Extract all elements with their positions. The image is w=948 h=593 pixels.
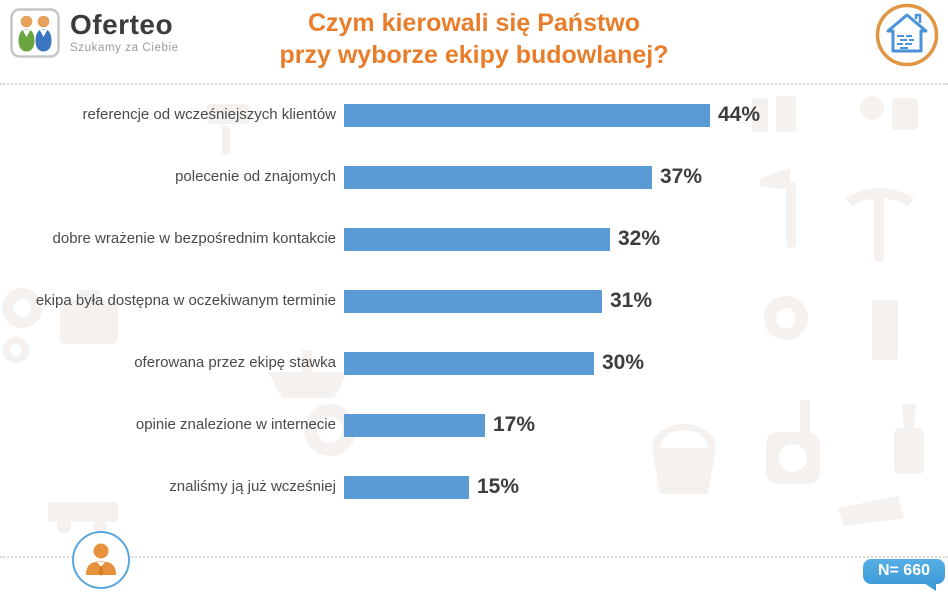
bar-chart: referencje od wcześniejszych klientów 44%… xyxy=(0,84,948,518)
bar-value-label: 31% xyxy=(610,289,653,312)
bar-value-label: 15% xyxy=(477,475,520,498)
page-title-line1: Czym kierowali się Państwo xyxy=(307,9,641,37)
bar xyxy=(344,103,710,127)
person-badge xyxy=(72,531,130,589)
sample-size-label: N= 660 xyxy=(877,562,930,579)
sample-size-badge: N= 660 xyxy=(862,559,945,591)
bottom-dotted-divider xyxy=(0,556,948,558)
bar-value-label: 44% xyxy=(718,103,761,126)
house-icon xyxy=(875,3,939,67)
bar xyxy=(344,413,485,437)
bar-value-label: 32% xyxy=(618,227,661,250)
bar xyxy=(344,289,602,313)
bar-category-label: referencje od wcześniejszych klientów xyxy=(82,105,336,123)
chart-row: dobre wrażenie w bezpośrednim kontakcie 3… xyxy=(0,208,948,270)
brand-name: Oferteo xyxy=(70,9,174,40)
header: Oferteo Szukamy za Ciebie Czym kierowali… xyxy=(0,0,948,84)
bar-category-label: znaliśmy ją już wcześniej xyxy=(169,477,336,495)
logo-text: Oferteo Szukamy za Ciebie xyxy=(70,8,179,54)
bar-value-label: 30% xyxy=(602,351,645,374)
bar-category-label: oferowana przez ekipę stawka xyxy=(134,353,336,371)
page-title: Czym kierowali się Państwo przy wyborze … xyxy=(150,7,798,71)
person-icon xyxy=(86,543,116,576)
bar-category-label: dobre wrażenie w bezpośrednim kontakcie xyxy=(52,229,336,247)
chart-row: referencje od wcześniejszych klientów 44% xyxy=(0,84,948,146)
chart-row: oferowana przez ekipę stawka 30% xyxy=(0,332,948,394)
chart-row: polecenie od znajomych 37% xyxy=(0,146,948,208)
bar xyxy=(344,227,610,251)
bar xyxy=(344,475,469,499)
chart-row: ekipa była dostępna w oczekiwanym termin… xyxy=(0,270,948,332)
bar-category-label: ekipa była dostępna w oczekiwanym termin… xyxy=(35,291,336,309)
oferteo-logo: Oferteo Szukamy za Ciebie xyxy=(10,8,179,58)
bar xyxy=(344,165,652,189)
chart-row: opinie znalezione w internecie 17% xyxy=(0,394,948,456)
bar-value-label: 17% xyxy=(493,413,536,436)
oferteo-two-people-logo-icon xyxy=(10,8,60,58)
chart-row: znaliśmy ją już wcześniej 15% xyxy=(0,456,948,518)
bar-category-label: polecenie od znajomych xyxy=(175,167,336,185)
bar xyxy=(344,351,594,375)
top-dotted-divider xyxy=(0,83,948,85)
brand-tagline: Szukamy za Ciebie xyxy=(70,41,179,54)
bar-category-label: opinie znalezione w internecie xyxy=(135,415,336,433)
page-title-line2: przy wyborze ekipy budowlanej? xyxy=(279,41,669,69)
bar-value-label: 37% xyxy=(660,165,703,188)
house-badge xyxy=(874,2,940,73)
